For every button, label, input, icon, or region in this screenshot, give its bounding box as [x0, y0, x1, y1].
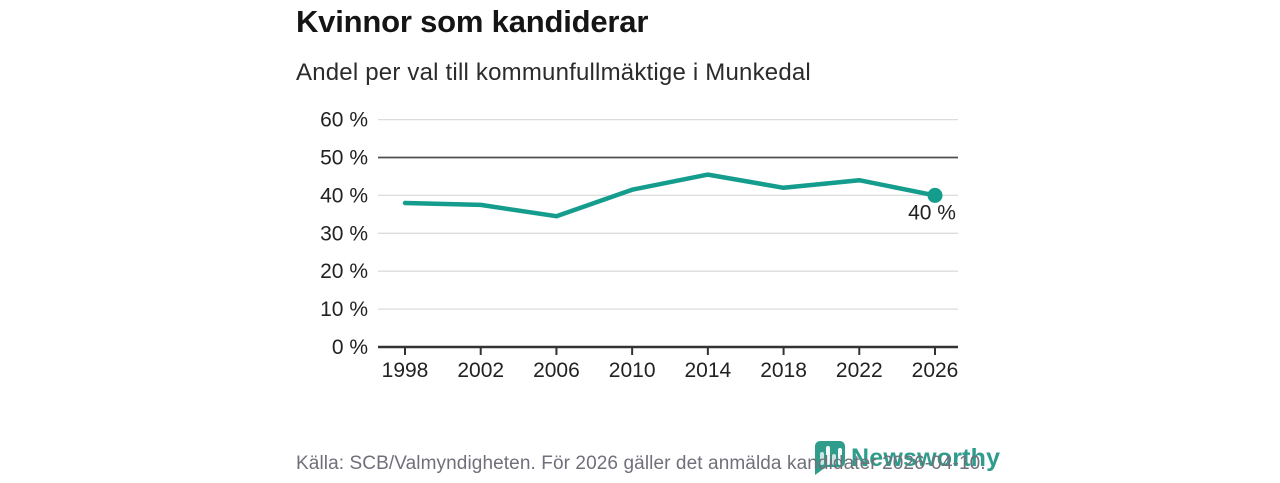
bar-chart-speech-bubble-icon: [812, 440, 846, 483]
y-axis-tick-label: 60 %: [320, 109, 368, 132]
x-axis-tick-label: 2014: [684, 359, 731, 382]
line-chart-area: 0 % 10 % 20 % 30 % 40 % 50 % 60 % 1998 2002 2006 2…: [280, 95, 980, 395]
series-line: [402, 172, 938, 219]
y-axis-tick-label: 30 %: [320, 222, 368, 245]
x-axis-tick-label: 2018: [760, 359, 807, 382]
y-axis-tick-label: 50 %: [320, 147, 368, 170]
x-axis-tick-label: 2022: [836, 359, 883, 382]
end-point-marker: [927, 187, 943, 203]
x-axis-tick-label: 1998: [382, 359, 429, 382]
line-chart: 0 % 10 % 20 % 30 % 40 % 50 % 60 % 1998 2002 2006 2…: [320, 109, 959, 382]
newsworthy-logo: Newsworthy: [812, 440, 1000, 483]
x-axis-tick-label: 2002: [457, 359, 504, 382]
logo-text: Newsworthy: [851, 444, 1001, 472]
page-subtitle: Andel per val till kommunfullmäktige i M…: [296, 59, 811, 86]
source-note: Källa: SCB/Valmyndigheten. För 2026 gäll…: [296, 453, 986, 474]
x-axis-tick-label: 2026: [912, 359, 959, 382]
page-title: Kvinnor som kandiderar: [296, 4, 649, 39]
y-axis-tick-label: 40 %: [320, 184, 368, 207]
y-axis-tick-label: 0 %: [332, 336, 368, 359]
y-axis-tick-label: 20 %: [320, 260, 368, 283]
x-axis-tick-label: 2006: [533, 359, 580, 382]
x-axis-tick-label: 2010: [609, 359, 656, 382]
y-axis-tick-label: 10 %: [320, 298, 368, 321]
end-point-value-label: 40 %: [908, 201, 956, 224]
